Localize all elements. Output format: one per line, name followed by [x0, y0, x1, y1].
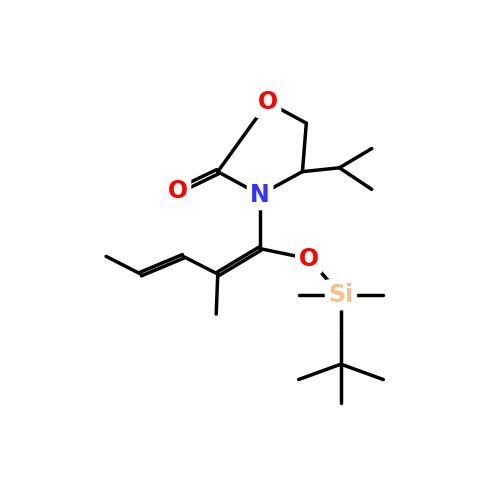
Text: O: O [258, 90, 278, 114]
Text: O: O [298, 246, 318, 270]
Text: Si: Si [328, 283, 353, 307]
Text: O: O [168, 179, 188, 203]
Text: N: N [250, 182, 270, 207]
